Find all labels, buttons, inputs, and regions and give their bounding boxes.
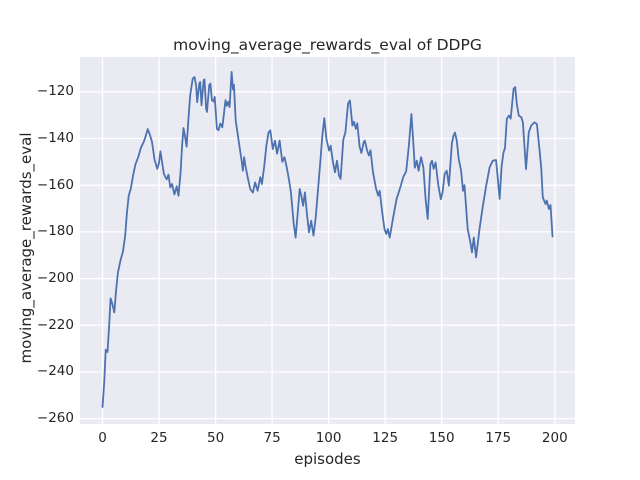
- x-tick-label: 150: [428, 430, 455, 446]
- y-tick-label: −180: [36, 223, 74, 240]
- y-tick-label: −260: [36, 410, 74, 427]
- x-tick-label: 200: [541, 430, 568, 446]
- x-axis-label: episodes: [294, 450, 361, 468]
- x-tick-label: 25: [150, 430, 168, 446]
- x-tick-label: 0: [98, 430, 107, 446]
- y-tick-label: −240: [36, 363, 74, 380]
- x-tick-label: 175: [485, 430, 512, 446]
- y-tick-label: −220: [36, 316, 74, 333]
- plot-area: [80, 57, 575, 424]
- y-tick-label: −140: [36, 130, 74, 146]
- chart-title: moving_average_rewards_eval of DDPG: [173, 36, 482, 54]
- y-tick-label: −120: [36, 83, 74, 100]
- x-tick-label: 75: [263, 430, 281, 446]
- y-tick-label: −200: [36, 270, 74, 287]
- axes-background: [80, 57, 575, 424]
- data-line-ddpg: [101, 70, 554, 408]
- y-tick-label: −160: [36, 176, 74, 193]
- x-tick-label: 125: [372, 430, 399, 446]
- x-tick-label: 100: [315, 430, 342, 446]
- x-tick-label: 50: [207, 430, 225, 446]
